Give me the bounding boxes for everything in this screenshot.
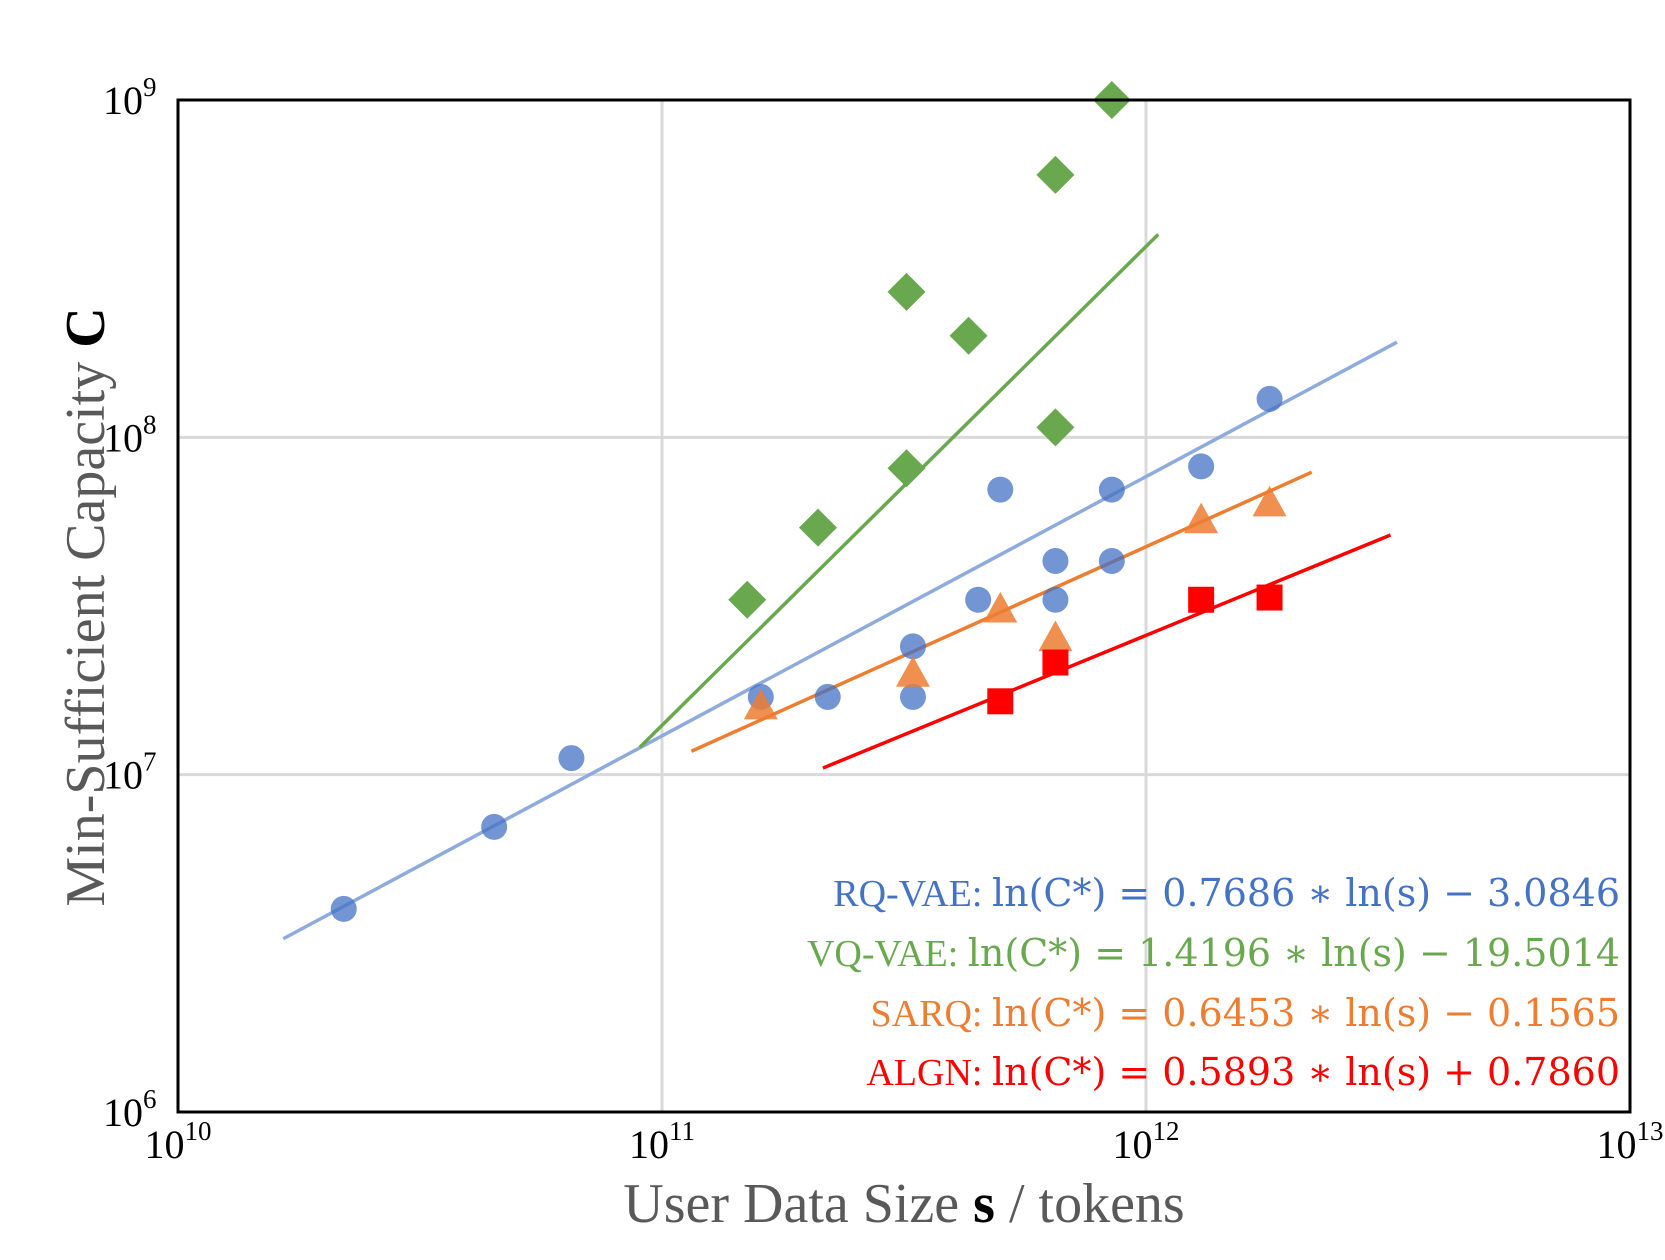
vq-vae-point bbox=[887, 272, 926, 311]
rq-vae-point bbox=[1042, 586, 1069, 613]
rq-vae-point bbox=[558, 745, 585, 772]
rq-vae-point bbox=[1098, 547, 1125, 574]
y-tick-label: 108 bbox=[103, 409, 157, 460]
rq-vae-point bbox=[1256, 385, 1283, 412]
algn-fit-line bbox=[822, 533, 1392, 770]
rq-vae-point bbox=[899, 683, 926, 710]
x-tick-label: 1012 bbox=[1113, 1116, 1180, 1167]
x-tick-label: 1010 bbox=[145, 1116, 212, 1167]
rq-vae-point bbox=[987, 476, 1014, 503]
y-tick-labels: 106 107 108 109 bbox=[103, 72, 157, 1135]
algn-point bbox=[1188, 586, 1215, 613]
rq-vae-point bbox=[1188, 453, 1215, 480]
rq-vae-point bbox=[330, 895, 357, 922]
sarq-equation: SARQ: ln(C*) = 0.6453 ∗ ln(s) − 0.1565 bbox=[871, 991, 1620, 1035]
x-axis-title: User Data Size s / tokens bbox=[623, 1173, 1184, 1235]
grid bbox=[178, 100, 1630, 1112]
x-tick-label: 1013 bbox=[1597, 1116, 1664, 1167]
data-markers bbox=[330, 81, 1287, 922]
sarq-point bbox=[1184, 502, 1219, 534]
rq-vae-fit-line bbox=[282, 340, 1398, 941]
rq-vae-point bbox=[1098, 476, 1125, 503]
vq-vae-point bbox=[1036, 408, 1075, 447]
y-tick-label: 107 bbox=[103, 747, 157, 798]
rq-vae-point bbox=[814, 683, 841, 710]
y-axis-title: Min-Sufficient Capacity C bbox=[55, 307, 117, 906]
rq-vae-point bbox=[481, 813, 508, 840]
x-tick-label: 1011 bbox=[629, 1116, 695, 1167]
y-tick-label: 109 bbox=[103, 72, 157, 123]
plot-frame bbox=[176, 98, 1632, 1114]
rq-vae-point bbox=[1042, 547, 1069, 574]
rq-vae-point bbox=[965, 586, 992, 613]
sarq-point bbox=[1038, 620, 1073, 652]
algn-point bbox=[1256, 584, 1283, 611]
vq-vae-point bbox=[1036, 155, 1075, 194]
x-tick-labels: 1010 1011 1012 1013 bbox=[145, 1116, 1664, 1167]
algn-point bbox=[1042, 649, 1069, 676]
fit-equations: RQ-VAE: ln(C*) = 0.7686 ∗ ln(s) − 3.0846… bbox=[807, 871, 1620, 1094]
vq-vae-fit-line bbox=[638, 233, 1160, 749]
y-tick-label: 106 bbox=[103, 1084, 157, 1135]
algn-equation: ALGN: ln(C*) = 0.5893 ∗ ln(s) + 0.7860 bbox=[866, 1050, 1620, 1094]
fit-lines bbox=[282, 233, 1398, 941]
sarq-point bbox=[983, 591, 1018, 623]
rq-vae-equation: RQ-VAE: ln(C*) = 0.7686 ∗ ln(s) − 3.0846 bbox=[833, 871, 1620, 915]
vq-vae-equation: VQ-VAE: ln(C*) = 1.4196 ∗ ln(s) − 19.501… bbox=[807, 931, 1620, 975]
vq-vae-point bbox=[728, 580, 767, 619]
algn-point bbox=[987, 688, 1014, 715]
vq-vae-point bbox=[798, 508, 837, 547]
sarq-point bbox=[743, 688, 778, 720]
vq-vae-point bbox=[949, 316, 988, 355]
vq-vae-point bbox=[887, 449, 926, 488]
rq-vae-point bbox=[899, 633, 926, 660]
sarq-point bbox=[1252, 485, 1287, 517]
sarq-point bbox=[895, 656, 930, 687]
